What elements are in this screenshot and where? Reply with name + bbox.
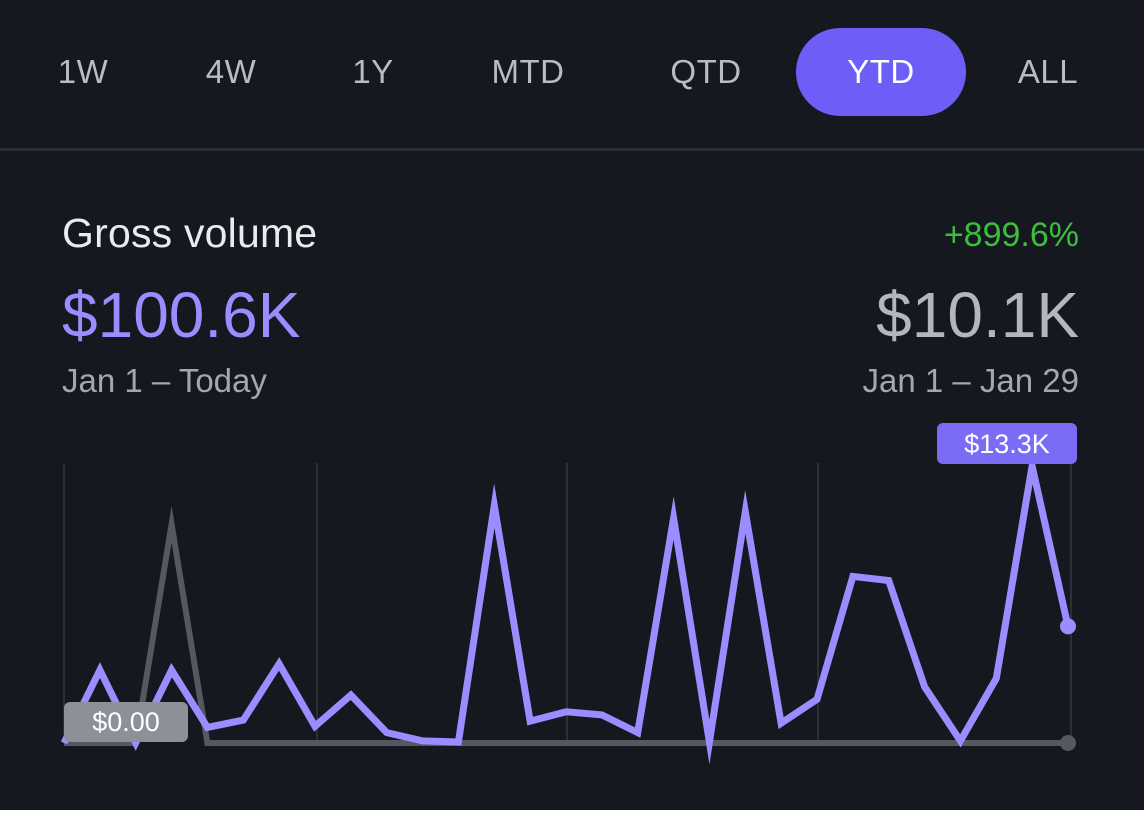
date-range-tabs: 1W 4W 1Y MTD QTD YTD ALL — [0, 0, 1144, 151]
chart-series — [60, 447, 1076, 765]
compare-period: Jan 1 – Jan 29 — [862, 362, 1080, 399]
current-period-line — [60, 447, 1072, 765]
metric-value: $100.6K — [62, 279, 301, 351]
max-value-tag-bg — [937, 423, 1077, 464]
tab-mtd[interactable]: MTD — [491, 53, 565, 90]
tab-all[interactable]: ALL — [1017, 53, 1079, 90]
compare-value: $10.1K — [876, 279, 1079, 351]
max-value-tag: $13.3K — [964, 429, 1050, 459]
tab-1y[interactable]: 1Y — [352, 53, 394, 90]
metric-title: Gross volume — [62, 210, 318, 256]
metric-period: Jan 1 – Today — [62, 362, 267, 399]
chart-labels: $13.3K $0.00 — [64, 423, 1077, 742]
min-value-tag: $0.00 — [92, 707, 160, 737]
previous-period-line-end-point — [1060, 735, 1076, 751]
tab-4w[interactable]: 4W — [205, 53, 257, 90]
tab-ytd[interactable]: YTD — [796, 28, 966, 116]
tab-qtd[interactable]: QTD — [670, 53, 742, 90]
min-value-tag-bg — [64, 702, 188, 742]
previous-period-line — [64, 505, 1068, 746]
current-period-line-end-point — [1060, 618, 1076, 635]
chart-grid — [63, 463, 1072, 743]
tab-1w[interactable]: 1W — [57, 53, 109, 90]
change-percent: +899.6% — [943, 216, 1079, 254]
